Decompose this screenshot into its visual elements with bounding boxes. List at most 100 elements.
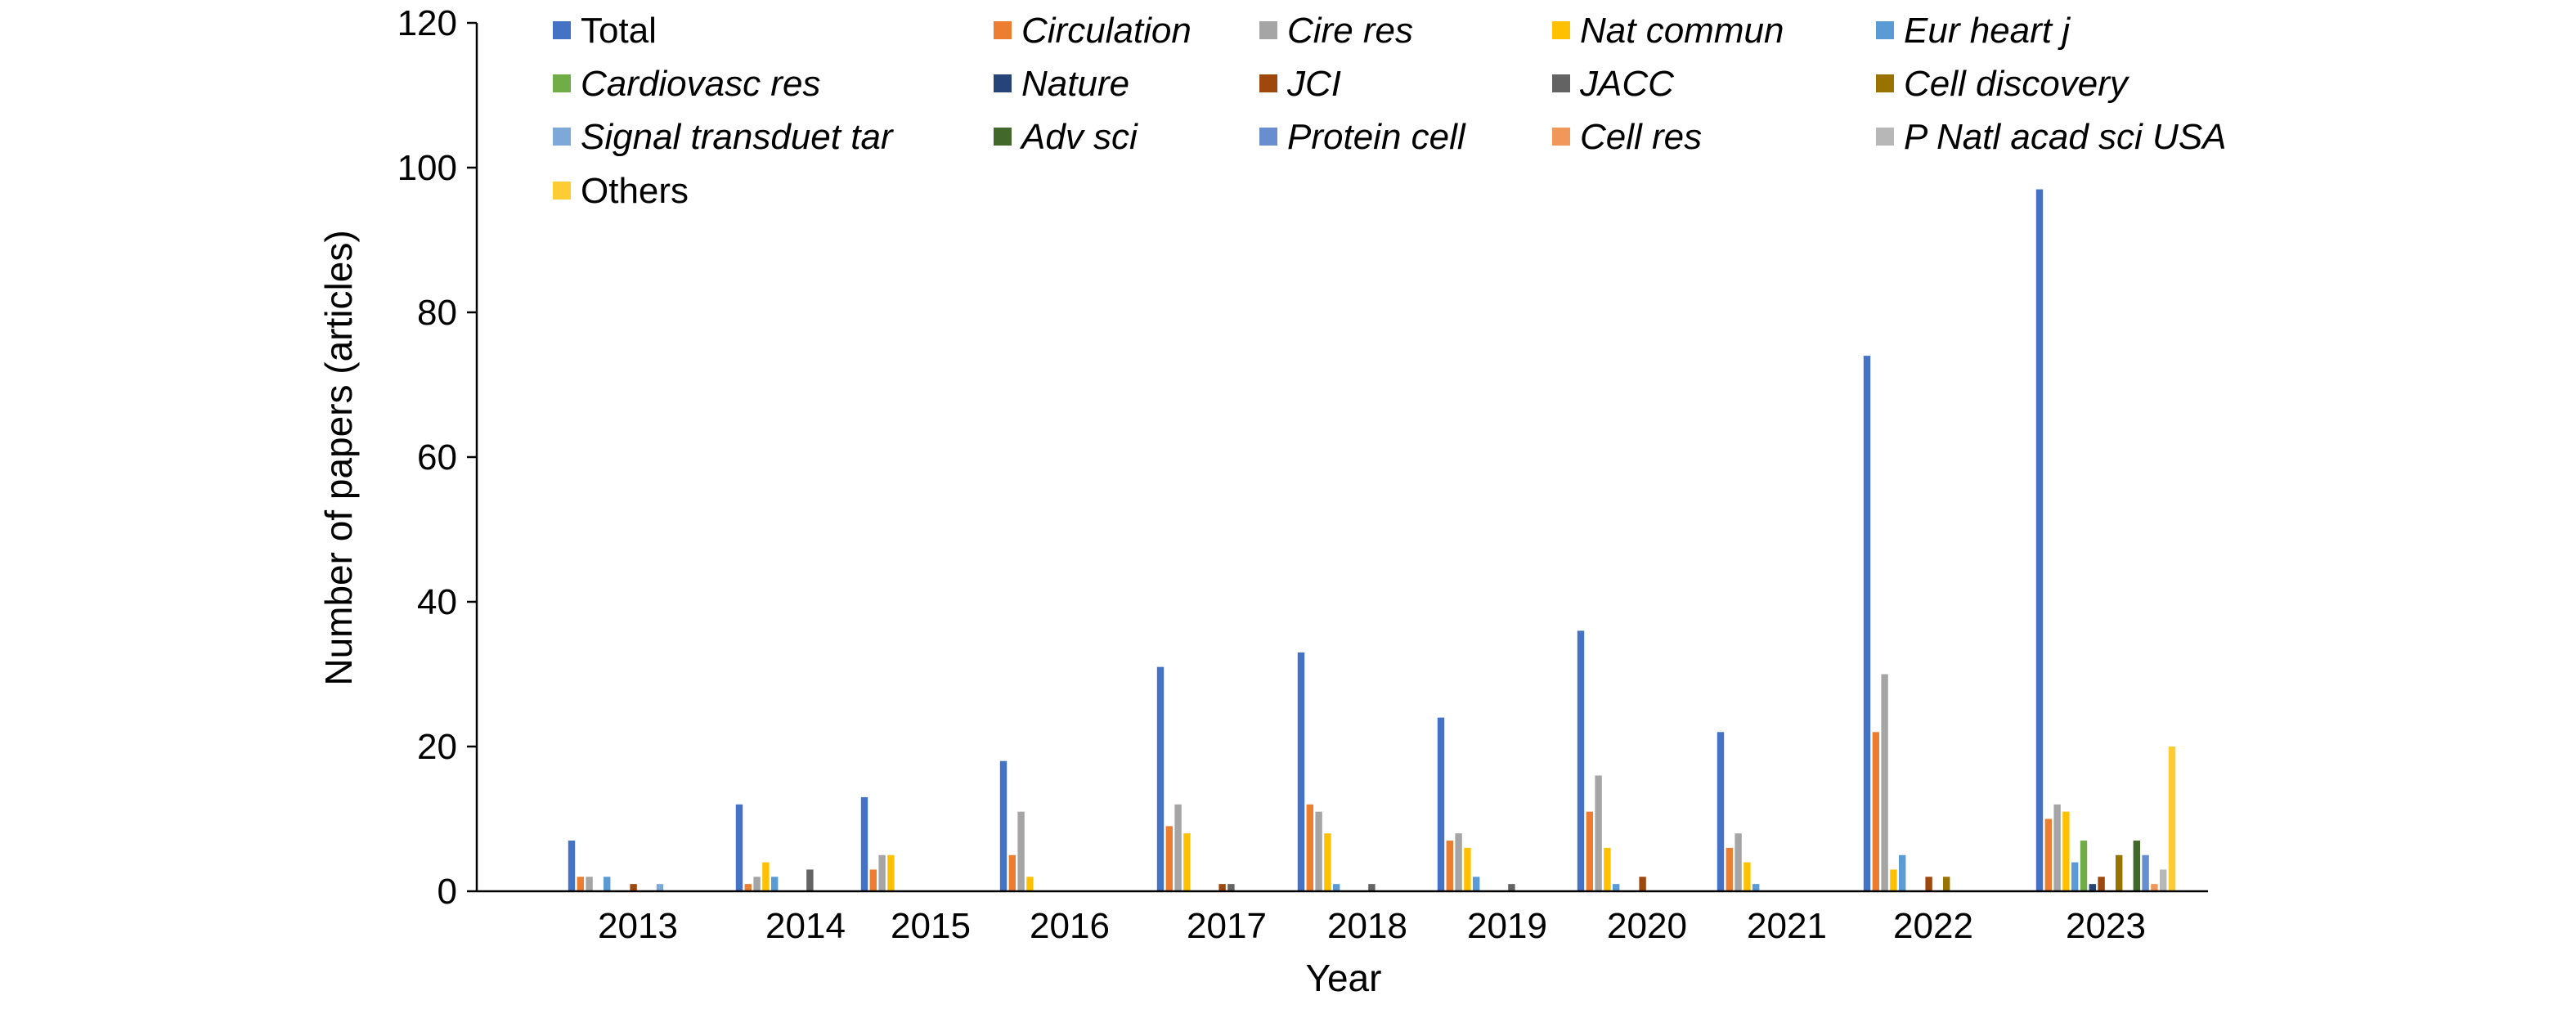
bar [2098,877,2105,891]
bar [735,804,743,891]
bar [2080,841,2088,891]
bar [1577,630,1585,891]
bar [2035,189,2044,892]
legend-label: Cell discovery [1904,64,2130,104]
series-cell-res [2151,884,2158,891]
legend-item: Adv sci [994,117,1138,157]
legend-swatch [553,21,571,39]
bar [1297,652,1305,891]
bar [887,854,895,891]
x-tick-label: 2020 [1607,906,1687,946]
bars-group [568,189,2176,892]
bar [753,877,761,891]
series-p-natl-acad-sci-usa [2160,869,2167,891]
series-cire-res [586,674,2061,891]
series-protein-cell [2142,854,2149,891]
y-tick-label: 120 [397,3,457,43]
legend-label: Cardiovasc res [581,64,820,104]
legend-swatch [1876,21,1894,39]
legend-item: P Natl acad sci USA [1876,117,2227,157]
bar [744,884,752,891]
bar [577,877,584,891]
y-axis-title: Number of papers (articles) [317,230,360,685]
bar [1639,877,1646,891]
x-tick-label: 2022 [1893,906,1973,946]
legend-label: Signal transduet tar [581,117,895,157]
legend-swatch [553,182,571,200]
legend-item: Nature [994,64,1129,104]
legend-item: Protein cell [1259,117,1466,157]
series-jci [630,877,2105,891]
y-tick-label: 20 [417,727,457,767]
legend-item: Signal transduet tar [553,117,895,157]
bar [2053,804,2061,891]
bar [1017,811,1025,891]
legend-label: JACC [1579,64,1675,104]
bar [1333,884,1340,891]
bar [1595,775,1602,891]
legend-label: Protein cell [1287,117,1466,157]
bar [999,760,1008,891]
legend-swatch [1876,74,1894,92]
legend-label: Cire res [1287,11,1413,51]
y-tick-label: 0 [438,872,457,912]
bar [860,796,868,891]
series-adv-sci [2133,841,2140,891]
legend-swatch [553,128,571,146]
x-tick-label: 2019 [1467,906,1547,946]
legend-swatch [994,21,1012,39]
series-nature [2089,884,2096,891]
bar [586,877,593,891]
legend-swatch [1552,128,1570,146]
bar [1508,884,1515,891]
bar [568,841,576,891]
bar [1218,884,1226,891]
bar [1368,884,1376,891]
bar [878,854,886,891]
legend-label: Others [581,171,689,211]
legend-label: Circulation [1021,11,1192,51]
bar [1726,847,1733,891]
legend-item: JCI [1259,64,1341,104]
bar [762,862,770,891]
x-tick-label: 2021 [1747,906,1827,946]
bar [1315,811,1322,891]
bar [1925,877,1932,891]
bar [2133,841,2140,891]
legend-item: Circulation [994,11,1192,51]
y-tick-label: 80 [417,293,457,333]
bar [604,877,611,891]
bar [1613,884,1620,891]
x-axis-title: Year [1306,957,1382,999]
legend-item: JACC [1552,64,1675,104]
bar [1899,854,1906,891]
y-tick-label: 40 [417,582,457,622]
series-eur-heart-j [604,854,2079,891]
bar [2151,884,2158,891]
bar [1473,877,1480,891]
bar [1735,833,1742,891]
bar [1881,674,1888,891]
bar [2089,884,2096,891]
bar [2116,854,2123,891]
bar [1446,841,1453,891]
legend-label: Total [581,11,657,51]
bar [2071,862,2079,891]
x-tick-label: 2018 [1327,906,1407,946]
bar [1586,811,1593,891]
legend-swatch [1552,74,1570,92]
bar [806,869,814,891]
legend-item: Cell discovery [1876,64,2130,104]
series-signal-transduet-tar [656,884,664,891]
bar [1183,833,1191,891]
y-axis-ticks: 0 20 40 60 80 100 120 [397,3,477,912]
legend-item: Eur heart j [1876,11,2071,51]
bar [1227,884,1235,891]
bar [1324,833,1331,891]
legend-swatch [1876,128,1894,146]
bar [1890,869,1897,891]
bar [1008,854,1016,891]
bar [1464,847,1471,891]
legend-swatch [994,74,1012,92]
legend-item: Others [553,171,689,211]
